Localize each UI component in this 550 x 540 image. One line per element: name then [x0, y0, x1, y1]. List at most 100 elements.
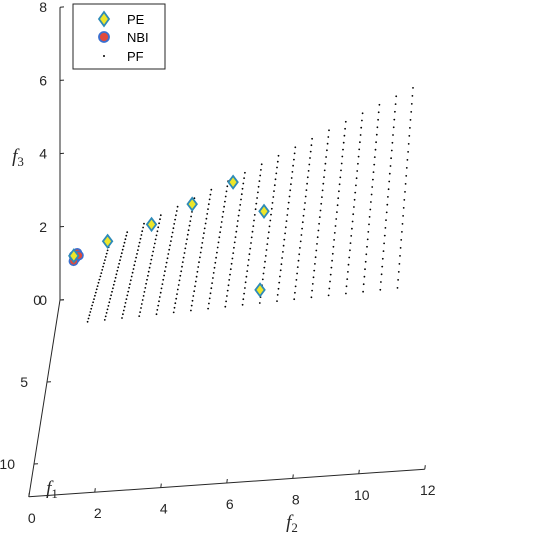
pf-point: [250, 242, 252, 244]
pf-point: [191, 211, 193, 213]
pf-point: [332, 245, 335, 248]
pf-point: [159, 218, 161, 221]
pf-point: [260, 163, 263, 166]
pf-point: [225, 190, 228, 193]
pf-point: [388, 180, 391, 183]
f2-tick-label: 6: [226, 496, 234, 512]
pf-point: [123, 241, 126, 244]
pf-point: [172, 311, 175, 314]
pf-point: [207, 203, 210, 206]
pf-point: [143, 222, 145, 225]
pf-point: [293, 158, 295, 161]
pf-point: [247, 259, 250, 261]
pf-point: [342, 148, 344, 151]
pf-point: [204, 222, 207, 225]
pf-point: [126, 231, 129, 234]
pf-point: [231, 257, 234, 260]
pf-point: [224, 305, 227, 308]
pf-point: [326, 142, 329, 145]
pf-point: [363, 275, 366, 278]
pf-point: [331, 259, 333, 262]
pf-point: [122, 245, 125, 248]
pf-point: [99, 275, 102, 278]
pf-point: [251, 230, 254, 233]
pf-point: [316, 236, 319, 239]
pf-point: [136, 253, 138, 255]
pf-point: [123, 305, 126, 308]
f1-axis-line: [28, 299, 61, 497]
pf-point: [194, 280, 197, 283]
pf-point: [122, 313, 124, 316]
pf-point: [125, 298, 128, 300]
pf-point: [326, 149, 328, 152]
pf-point: [406, 159, 409, 161]
pf-point: [102, 265, 104, 268]
pf-point: [296, 272, 298, 275]
pf-point: [100, 272, 103, 274]
pf-point: [314, 263, 316, 265]
pf-point: [117, 266, 120, 269]
pf-point: [367, 231, 370, 233]
pf-point: [253, 219, 255, 222]
pf-point: [91, 304, 93, 307]
pf-point: [325, 156, 327, 158]
pf-point: [105, 252, 108, 255]
pf-point: [344, 127, 346, 130]
pf-point: [292, 164, 294, 167]
pf-point: [357, 162, 359, 165]
f2-tick-mark: [94, 488, 96, 493]
pf-point: [206, 213, 209, 215]
legend-box: [72, 3, 166, 70]
pf-point: [248, 253, 251, 256]
pf-point: [233, 246, 235, 249]
pf-point: [288, 195, 291, 198]
pf-point: [265, 249, 268, 251]
pf-point: [403, 199, 406, 201]
pf-point: [229, 273, 231, 276]
pf-point: [195, 275, 198, 278]
pf-point: [199, 256, 201, 259]
pf-point: [405, 175, 408, 177]
pf-point: [355, 184, 357, 187]
pf-point: [341, 155, 344, 158]
pf-point: [311, 283, 314, 285]
pf-point: [294, 291, 296, 294]
pf-point: [365, 253, 368, 256]
pf-point: [399, 247, 402, 249]
pf-point: [361, 112, 364, 115]
pf-point: [162, 278, 165, 281]
pf-point: [323, 169, 326, 172]
pf-point: [383, 234, 386, 237]
pf-point: [380, 273, 383, 276]
pf-point: [242, 298, 245, 301]
pf-point: [412, 87, 414, 89]
pf-point: [95, 288, 98, 291]
pf-point: [280, 263, 283, 266]
pf-point: [240, 193, 243, 196]
pf-point: [304, 195, 307, 198]
pf-point: [131, 271, 134, 274]
f2-tick-mark: [358, 469, 360, 474]
pf-point: [269, 219, 272, 222]
pf-point: [174, 218, 177, 221]
pf-point: [393, 118, 396, 121]
pf-point: [349, 249, 351, 252]
pf-point: [354, 191, 357, 194]
pf-point: [235, 230, 238, 233]
pf-point: [214, 261, 217, 264]
f2-tick-mark: [424, 465, 426, 470]
pf-point: [154, 238, 157, 241]
pf-point: [86, 320, 89, 323]
pf-point: [175, 210, 178, 212]
pf-point: [101, 269, 104, 271]
pf-point: [359, 134, 362, 136]
pf-point: [152, 250, 155, 253]
f1-tick-label: 5: [20, 374, 28, 390]
pf-point: [185, 243, 188, 245]
pf-point: [93, 298, 95, 300]
pf-point: [245, 275, 248, 278]
pe-point: [145, 216, 158, 233]
pf-point: [164, 270, 166, 273]
pf-point: [368, 223, 370, 226]
pf-point: [232, 252, 235, 255]
